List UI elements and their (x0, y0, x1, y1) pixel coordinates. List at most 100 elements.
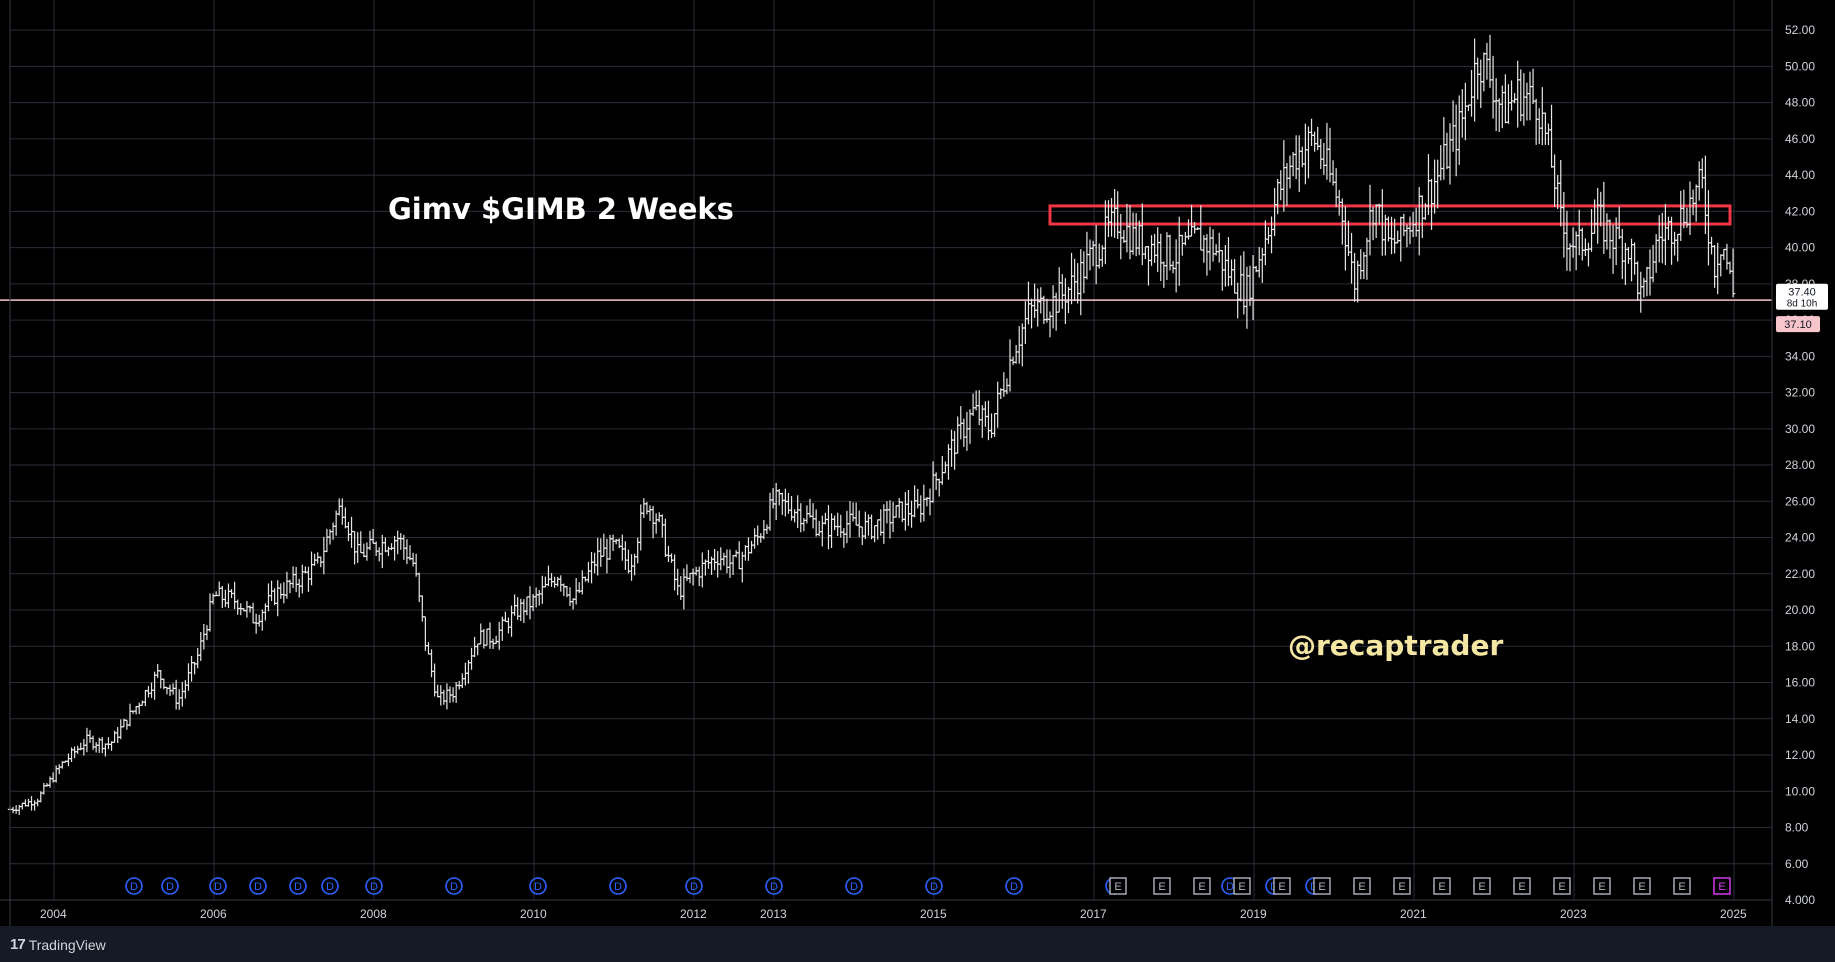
dividend-marker: D (685, 877, 703, 895)
ohlc-bar (1620, 229, 1625, 280)
last-price-value: 37.40 (1788, 287, 1816, 299)
ohlc-bar (1023, 301, 1028, 345)
ohlc-bar (1020, 323, 1025, 367)
x-tick-label: 2025 (1720, 907, 1747, 921)
ohlc-bar (395, 530, 400, 555)
ohlc-bar (1078, 249, 1083, 316)
earnings-marker: E (1193, 877, 1211, 895)
earnings-label: E (1718, 881, 1725, 893)
ohlc-bar (41, 782, 47, 795)
ohlc-bar (1229, 259, 1234, 286)
ohlc-bar (186, 663, 191, 691)
ohlc-bar (1383, 214, 1388, 256)
last-price-badge-bg (1776, 283, 1828, 310)
earnings-label: E (1158, 881, 1165, 893)
ohlc-bar (893, 505, 899, 518)
y-tick-label: 22.00 (1785, 567, 1815, 581)
dividend-circle (249, 877, 267, 895)
earnings-marker: E (1109, 877, 1127, 895)
ohlc-bar (810, 503, 816, 529)
ohlc-chart[interactable]: DDDDDDDDDDDDDDDDDDDDDDDDDDDDEEEEEEEEEEEE… (0, 0, 1835, 926)
ohlc-bar (675, 568, 680, 596)
earnings-box (1713, 877, 1731, 895)
ohlc-bar (324, 528, 330, 553)
ohlc-bar (1466, 104, 1471, 112)
earnings-box (1313, 877, 1331, 895)
ohlc-bar (770, 488, 776, 509)
ohlc-bar (724, 549, 730, 574)
ohlc-bar (598, 538, 603, 567)
ohlc-bar (949, 429, 954, 467)
ohlc-bar (1149, 235, 1154, 266)
ohlc-bar (570, 598, 576, 610)
ohlc-bar (952, 431, 957, 470)
ohlc-bar (32, 800, 37, 811)
earnings-marker: E (1313, 877, 1331, 895)
ohlc-bar (1413, 207, 1419, 237)
tradingview-brand-label: TradingView (28, 936, 106, 953)
ohlc-bar (620, 534, 625, 561)
ohlc-bar (1730, 248, 1736, 298)
ohlc-bar (1318, 138, 1323, 170)
ohlc-bar (257, 614, 262, 627)
ohlc-bar (635, 537, 640, 564)
earnings-marker: E (1233, 877, 1251, 895)
ohlc-bar (370, 529, 376, 544)
ohlc-bar (417, 572, 422, 603)
ohlc-bar (420, 595, 425, 622)
earnings-box (1233, 877, 1251, 895)
ohlc-bar (746, 537, 751, 561)
ohlc-bar (232, 581, 237, 610)
ohlc-bar (426, 642, 431, 655)
ohlc-bar (909, 500, 914, 528)
dividend-label: D (130, 881, 138, 893)
price-line-value: 37.10 (1784, 319, 1812, 331)
ohlc-bar (106, 737, 111, 750)
y-tick-label: 44.00 (1785, 168, 1815, 182)
bar-countdown: 8d 10h (1787, 299, 1818, 310)
ohlc-bar (226, 583, 231, 609)
ohlc-bar (133, 706, 139, 715)
ohlc-bar (604, 538, 610, 574)
ohlc-bar (1183, 231, 1188, 246)
ohlc-bar (1570, 227, 1576, 258)
earnings-label: E (1358, 881, 1365, 893)
dividend-marker: D (925, 877, 943, 895)
ohlc-bar (1484, 42, 1490, 80)
ohlc-bar (404, 539, 410, 565)
ohlc-bar (247, 605, 253, 613)
ohlc-bar (1093, 224, 1099, 285)
resistance-zone-rect (1048, 204, 1732, 226)
y-tick-label: 32.00 (1785, 386, 1815, 400)
ohlc-bar (392, 535, 397, 561)
ohlc-bar (1647, 249, 1653, 296)
y-tick-label: 50.00 (1785, 59, 1815, 73)
ohlc-bar (1004, 378, 1010, 395)
ohlc-bar (315, 552, 320, 564)
ohlc-bar (386, 546, 391, 556)
dividend-marker: D (289, 877, 307, 895)
ohlc-bar (143, 689, 148, 707)
ohlc-bar (309, 551, 314, 586)
ohlc-bar (1007, 339, 1013, 392)
ohlc-bar (1367, 184, 1373, 256)
ohlc-bar (653, 513, 659, 534)
ohlc-bar (173, 679, 179, 710)
chart-title: Gimv $GIMB 2 Weeks (388, 192, 734, 226)
dividend-marker: D (529, 877, 547, 895)
ohlc-bar (970, 393, 976, 416)
ohlc-bar (1333, 168, 1339, 208)
ohlc-bar (103, 743, 108, 757)
ohlc-bar (804, 505, 810, 524)
ohlc-bar (986, 400, 991, 441)
ohlc-bar (1549, 104, 1554, 168)
tradingview-logo[interactable]: 17 TradingView (10, 936, 106, 953)
ohlc-bar (81, 739, 87, 756)
ohlc-bar (253, 613, 259, 634)
dividend-marker: D (161, 877, 179, 895)
ohlc-bar (1013, 345, 1019, 364)
ohlc-bar (1718, 254, 1723, 277)
ohlc-bar (278, 583, 283, 599)
ohlc-bar (878, 509, 883, 536)
ohlc-bar (281, 582, 287, 604)
